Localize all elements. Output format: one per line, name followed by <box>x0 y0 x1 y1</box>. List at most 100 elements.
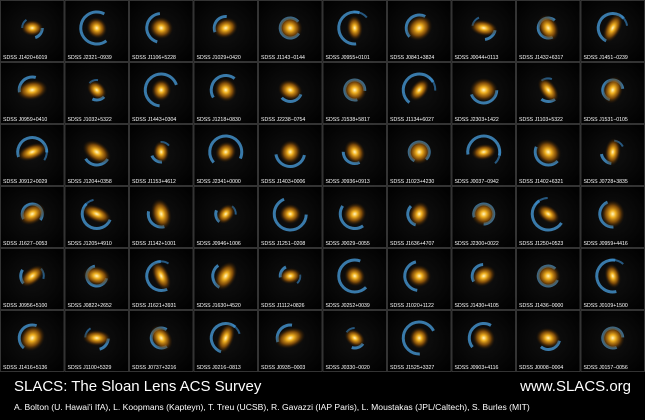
lens-tile: SDSS J0903+4116 <box>451 310 516 372</box>
lens-tile: SDSS J1103+5322 <box>516 62 581 124</box>
lens-galaxy <box>279 140 302 164</box>
tile-label: SDSS J1251−0208 <box>261 241 305 247</box>
lens-tile: SDSS J1432+6317 <box>516 0 581 62</box>
lens-galaxy <box>151 79 172 101</box>
lens-galaxy <box>535 327 561 349</box>
tile-label: SDSS J2321−0939 <box>68 55 112 61</box>
lens-galaxy <box>153 141 170 163</box>
lens-galaxy <box>279 267 302 285</box>
tile-label: SDSS J0959+0410 <box>3 117 47 123</box>
tile-label: SDSS J0157−0056 <box>584 365 628 371</box>
tile-label: SDSS J1430+4105 <box>455 303 499 309</box>
tile-label: SDSS J1023+4230 <box>390 179 434 185</box>
lensed-arc <box>337 258 373 294</box>
tile-label: SDSS J1538+5817 <box>326 117 370 123</box>
poster-url: www.SLACS.org <box>520 378 631 395</box>
tile-label: SDSS J1621+3931 <box>132 303 176 309</box>
lensed-arc <box>466 135 501 169</box>
tile-label: SDSS J1218+0830 <box>197 117 241 123</box>
lens-galaxy <box>604 263 622 289</box>
tile-label: SDSS J0959+4416 <box>584 241 628 247</box>
lens-galaxy <box>471 265 496 287</box>
lens-tile: SDSS J2303+1422 <box>451 62 516 124</box>
lens-tile: SDSS J1250+0523 <box>516 186 581 248</box>
tile-label: SDSS J0737+3216 <box>132 365 176 371</box>
lens-galaxy <box>149 325 173 351</box>
lens-tile: SDSS J1402+6321 <box>516 124 581 186</box>
lens-galaxy <box>537 14 560 42</box>
lens-galaxy <box>214 261 238 291</box>
lens-galaxy <box>469 77 498 103</box>
tile-label: SDSS J1525+3327 <box>390 365 434 371</box>
lens-tile: SDSS J1153+4612 <box>129 124 194 186</box>
lens-galaxy <box>344 265 366 287</box>
lensed-arc <box>531 197 566 231</box>
tile-label: SDSS J0936+0913 <box>326 179 370 185</box>
lens-galaxy <box>346 15 363 41</box>
tile-background <box>387 248 452 310</box>
tile-label: SDSS J2341+0000 <box>197 179 241 185</box>
tile-label: SDSS J1436−0000 <box>519 303 563 309</box>
lensed-arc <box>209 74 242 106</box>
lens-tile: SDSS J0946+1006 <box>193 186 258 248</box>
lens-galaxy <box>87 80 107 100</box>
tile-label: SDSS J1143−0144 <box>261 55 305 61</box>
tile-label: SDSS J0935−0003 <box>261 365 305 371</box>
tile-label: SDSS J1205+4910 <box>68 241 112 247</box>
tile-label: SDSS J0044+0113 <box>455 55 499 61</box>
tile-label: SDSS J0728+3835 <box>584 179 628 185</box>
lens-tile: SDSS J1627−0053 <box>0 186 65 248</box>
lens-galaxy <box>343 202 367 226</box>
lens-tile: SDSS J2341+0000 <box>193 124 258 186</box>
lens-galaxy <box>469 19 498 37</box>
lens-galaxy <box>214 78 238 102</box>
lens-tile: SDSS J1636+4707 <box>387 186 452 248</box>
tile-label: SDSS J1153+4612 <box>132 179 176 185</box>
lens-grid: SDSS J1420+6019 SDSS J2321−0939 SDSS J1106… <box>0 0 645 372</box>
tile-label: SDSS J0956+5100 <box>3 303 47 309</box>
tile-label: SDSS J1020+1122 <box>390 303 434 309</box>
lens-tile: SDSS J1416+5136 <box>0 310 65 372</box>
lens-tile: SDSS J1204+0358 <box>64 124 129 186</box>
lens-tile: SDSS J0728+3835 <box>580 124 645 186</box>
tile-label: SDSS J1402+6321 <box>519 179 563 185</box>
tile-label: SDSS J1106+5228 <box>132 55 176 61</box>
lens-tile: SDSS J1205+4910 <box>64 186 129 248</box>
lens-tile: SDSS J1032+5322 <box>64 62 129 124</box>
lens-galaxy <box>278 79 303 101</box>
lens-galaxy <box>344 328 365 348</box>
lens-tile: SDSS J0029−0055 <box>322 186 387 248</box>
lens-galaxy <box>20 265 45 287</box>
tile-label: SDSS J1103+5322 <box>519 117 563 123</box>
lens-galaxy <box>216 204 236 224</box>
tile-label: SDSS J0946+1006 <box>197 241 241 247</box>
tile-label: SDSS J0029−0055 <box>326 241 370 247</box>
lens-tile: SDSS J1106+5228 <box>129 0 194 62</box>
lens-galaxy <box>604 138 621 166</box>
lens-tile: SDSS J0216−0813 <box>193 310 258 372</box>
lensed-arc <box>208 134 244 170</box>
lens-tile: SDSS J0252+0039 <box>322 248 387 310</box>
tile-label: SDSS J1432+6317 <box>519 55 563 61</box>
lens-tile: SDSS J1029+0420 <box>193 0 258 62</box>
tile-label: SDSS J1630+4520 <box>197 303 241 309</box>
lens-galaxy <box>275 327 306 349</box>
lens-tile: SDSS J1023+4230 <box>387 124 452 186</box>
lens-galaxy <box>86 17 108 39</box>
poster-credits: A. Bolton (U. Hawai'i IfA), L. Koopmans … <box>14 402 530 412</box>
tile-label: SDSS J1029+0420 <box>197 55 241 61</box>
lens-tile: SDSS J2300+0022 <box>451 186 516 248</box>
lens-tile: SDSS J1100+5329 <box>64 310 129 372</box>
lens-galaxy <box>16 79 48 101</box>
lensed-arc <box>143 72 179 108</box>
poster-title: SLACS: The Sloan Lens ACS Survey <box>14 378 262 395</box>
tile-label: SDSS J0903+4116 <box>455 365 499 371</box>
lens-tile: SDSS J2321−0939 <box>64 0 129 62</box>
lens-tile: SDSS J1430+4105 <box>451 248 516 310</box>
lens-galaxy <box>82 204 112 224</box>
lens-galaxy <box>17 142 48 162</box>
lens-galaxy <box>151 261 171 291</box>
lens-galaxy <box>602 13 623 43</box>
lens-galaxy <box>600 200 625 228</box>
